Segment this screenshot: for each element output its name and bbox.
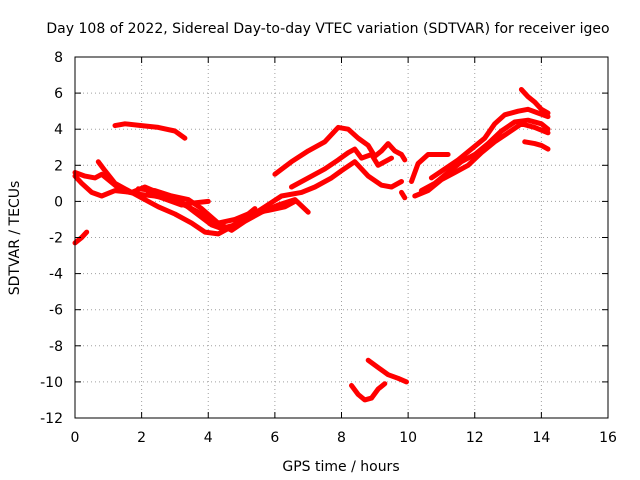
trace-sat-r bbox=[522, 139, 551, 152]
x-tick-label: 4 bbox=[204, 430, 213, 446]
y-tick-label: -6 bbox=[49, 303, 63, 319]
x-tick-label: 8 bbox=[337, 430, 346, 446]
grid bbox=[75, 57, 608, 418]
x-tick-label: 10 bbox=[399, 430, 417, 446]
trace-sat-p bbox=[428, 106, 551, 181]
axis-ticks: 0 2 4 6 8 10 12 14 16 8 6 4 2 0 -2 -4 -6 -8 -10 -12 bbox=[40, 50, 617, 446]
trace-sat-d bbox=[135, 186, 311, 233]
trace-sat-k bbox=[365, 357, 409, 385]
y-axis-label: SDTVAR / TECUs bbox=[7, 181, 23, 296]
trace-sat-i bbox=[289, 146, 394, 190]
trace-sat-h bbox=[272, 124, 408, 177]
trace-sat-e bbox=[145, 189, 211, 208]
trace-sat-o bbox=[418, 117, 551, 194]
x-tick-label: 2 bbox=[137, 430, 146, 446]
trace-sat-m bbox=[409, 152, 451, 184]
x-tick-label: 12 bbox=[466, 430, 484, 446]
y-tick-label: -4 bbox=[49, 267, 63, 283]
y-tick-label: -10 bbox=[40, 375, 63, 391]
y-tick-label: 6 bbox=[54, 86, 63, 102]
y-tick-label: -12 bbox=[40, 411, 63, 427]
y-tick-label: 0 bbox=[54, 194, 63, 210]
x-axis-label: GPS time / hours bbox=[282, 459, 399, 475]
y-tick-label: 8 bbox=[54, 50, 63, 66]
trace-sat-l bbox=[399, 189, 408, 201]
trace-sat-g bbox=[72, 229, 90, 246]
chart-title: Day 108 of 2022, Sidereal Day-to-day VTE… bbox=[46, 21, 609, 37]
x-tick-label: 14 bbox=[532, 430, 550, 446]
trace-sat-q bbox=[518, 87, 551, 116]
data-traces bbox=[72, 87, 551, 403]
x-tick-label: 6 bbox=[270, 430, 279, 446]
trace-sat-f bbox=[112, 121, 188, 141]
y-tick-label: 2 bbox=[54, 158, 63, 174]
y-tick-label: -8 bbox=[49, 339, 63, 355]
trace-sat-j bbox=[349, 381, 388, 403]
trace-sat-c bbox=[95, 159, 258, 237]
x-tick-label: 16 bbox=[599, 430, 617, 446]
x-tick-label: 0 bbox=[71, 430, 80, 446]
y-tick-label: 4 bbox=[54, 122, 63, 138]
y-tick-label: -2 bbox=[49, 231, 63, 247]
